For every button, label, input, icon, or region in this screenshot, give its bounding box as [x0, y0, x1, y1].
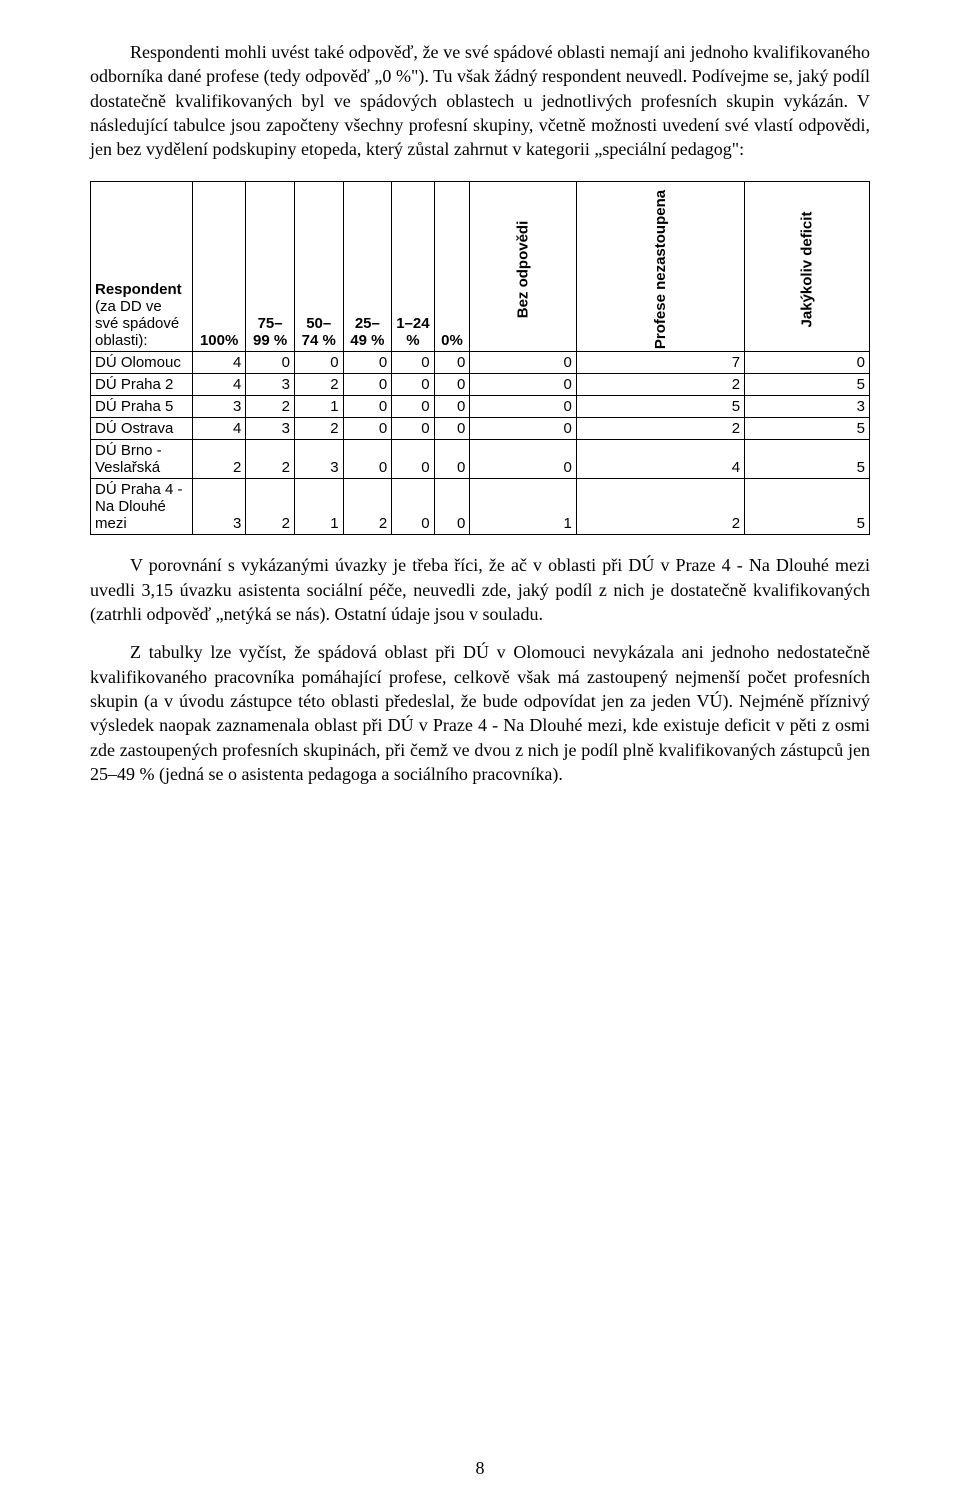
cell: 0	[343, 418, 392, 440]
table-row: DÚ Praha 2 4 3 2 0 0 0 0 2 5	[91, 374, 870, 396]
header-respondent-line3: své spádové	[95, 315, 179, 332]
paragraph-1: Respondenti mohli uvést také odpověď, že…	[90, 40, 870, 161]
col-header-profese-nezastoupena-label: Profese nezastoupena	[652, 190, 669, 349]
table-body: DÚ Olomouc 4 0 0 0 0 0 0 7 0 DÚ Praha 2 …	[91, 352, 870, 535]
row-label: DÚ Praha 5	[91, 396, 193, 418]
cell: 5	[745, 418, 870, 440]
header-respondent-line4: oblasti):	[95, 332, 148, 349]
cell: 2	[343, 479, 392, 535]
cell: 1	[470, 479, 577, 535]
cell: 4	[193, 374, 246, 396]
cell: 2	[576, 374, 744, 396]
cell: 3	[246, 418, 295, 440]
paragraph-3: Z tabulky lze vyčíst, že spádová oblast …	[90, 640, 870, 786]
table-row: DÚ Praha 4 - Na Dlouhé mezi 3 2 1 2 0 0 …	[91, 479, 870, 535]
table-row: DÚ Praha 5 3 2 1 0 0 0 0 5 3	[91, 396, 870, 418]
row-label: DÚ Olomouc	[91, 352, 193, 374]
cell: 0	[434, 440, 470, 479]
cell: 0	[392, 418, 434, 440]
col-header-profese-nezastoupena: Profese nezastoupena	[576, 182, 744, 352]
page-number: 8	[0, 1458, 960, 1479]
paragraph-2: V porovnání s vykázanými úvazky je třeba…	[90, 553, 870, 626]
cell: 0	[434, 396, 470, 418]
cell: 5	[745, 374, 870, 396]
cell: 2	[294, 374, 343, 396]
cell: 0	[343, 440, 392, 479]
col-header-100: 100%	[193, 182, 246, 352]
table-row: DÚ Ostrava 4 3 2 0 0 0 0 2 5	[91, 418, 870, 440]
table-row: DÚ Olomouc 4 0 0 0 0 0 0 7 0	[91, 352, 870, 374]
page: Respondenti mohli uvést také odpověď, že…	[0, 0, 960, 1509]
row-label: DÚ Ostrava	[91, 418, 193, 440]
cell: 3	[246, 374, 295, 396]
cell: 3	[294, 440, 343, 479]
cell: 3	[745, 396, 870, 418]
qualification-table: Respondent (za DD ve své spádové oblasti…	[90, 181, 870, 535]
col-header-0: 0%	[434, 182, 470, 352]
cell: 5	[576, 396, 744, 418]
cell: 3	[193, 396, 246, 418]
table-row: DÚ Brno - Veslařská 2 2 3 0 0 0 0 4 5	[91, 440, 870, 479]
col-header-jakykoliv-deficit: Jakýkoliv deficit	[745, 182, 870, 352]
row-label: DÚ Brno - Veslařská	[91, 440, 193, 479]
cell: 0	[392, 374, 434, 396]
row-label: DÚ Praha 2	[91, 374, 193, 396]
cell: 0	[392, 352, 434, 374]
col-header-1-24: 1–24 %	[392, 182, 434, 352]
header-respondent-line1: Respondent	[95, 281, 182, 298]
cell: 7	[576, 352, 744, 374]
col-header-respondent: Respondent (za DD ve své spádové oblasti…	[91, 182, 193, 352]
cell: 0	[392, 479, 434, 535]
cell: 2	[576, 479, 744, 535]
table-header-row: Respondent (za DD ve své spádové oblasti…	[91, 182, 870, 352]
cell: 5	[745, 440, 870, 479]
cell: 2	[246, 396, 295, 418]
cell: 0	[470, 352, 577, 374]
header-respondent-line2: (za DD ve	[95, 298, 162, 315]
cell: 2	[576, 418, 744, 440]
cell: 0	[745, 352, 870, 374]
cell: 2	[246, 479, 295, 535]
col-header-75-99: 75–99 %	[246, 182, 295, 352]
cell: 3	[193, 479, 246, 535]
cell: 1	[294, 396, 343, 418]
cell: 0	[343, 396, 392, 418]
cell: 2	[294, 418, 343, 440]
row-label: DÚ Praha 4 - Na Dlouhé mezi	[91, 479, 193, 535]
cell: 0	[434, 374, 470, 396]
cell: 1	[294, 479, 343, 535]
cell: 0	[343, 374, 392, 396]
cell: 0	[470, 396, 577, 418]
cell: 0	[392, 440, 434, 479]
col-header-bez-odpovedi-label: Bez odpovědi	[515, 221, 532, 319]
cell: 2	[246, 440, 295, 479]
cell: 0	[470, 374, 577, 396]
cell: 0	[434, 418, 470, 440]
cell: 0	[343, 352, 392, 374]
col-header-bez-odpovedi: Bez odpovědi	[470, 182, 577, 352]
cell: 4	[193, 352, 246, 374]
cell: 0	[434, 479, 470, 535]
cell: 0	[246, 352, 295, 374]
cell: 0	[470, 418, 577, 440]
cell: 0	[470, 440, 577, 479]
cell: 0	[434, 352, 470, 374]
col-header-25-49: 25–49 %	[343, 182, 392, 352]
cell: 2	[193, 440, 246, 479]
cell: 0	[294, 352, 343, 374]
cell: 4	[576, 440, 744, 479]
col-header-jakykoliv-deficit-label: Jakýkoliv deficit	[799, 212, 816, 328]
col-header-50-74: 50–74 %	[294, 182, 343, 352]
cell: 4	[193, 418, 246, 440]
cell: 5	[745, 479, 870, 535]
cell: 0	[392, 396, 434, 418]
